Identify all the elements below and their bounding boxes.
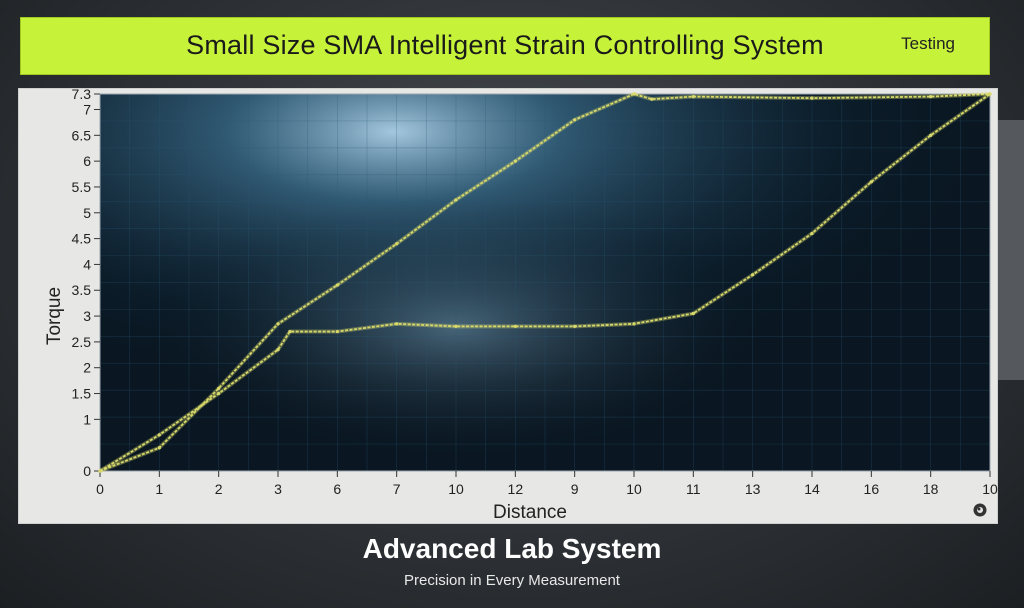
y-tick-label: 6.5 [72,127,92,143]
series-point [573,324,577,328]
y-tick-label: 2.5 [72,334,92,350]
x-tick-label: 12 [508,481,524,497]
x-tick-label: 9 [571,481,579,497]
series-point [276,348,280,352]
y-tick-label: 7 [83,101,91,117]
series-point [395,242,399,246]
footer-title: Advanced Lab System [362,533,662,564]
x-tick-label: 1 [155,481,163,497]
x-tick-label: 2 [215,481,223,497]
y-tick-label: 3.5 [72,282,92,298]
x-axis-label: Distance [493,502,567,523]
series-point [632,92,636,96]
grid-lines [99,93,991,472]
y-tick-label: 3 [83,308,91,324]
y-tick-label: 1 [83,411,91,427]
series-point [988,92,992,96]
x-tick-label: 16 [864,481,880,497]
series-point [573,118,577,122]
x-tick-label: 13 [745,481,761,497]
series-point [650,97,654,101]
series-point [513,324,517,328]
settings-icon[interactable] [973,503,987,517]
x-tick-label: 10 [626,481,642,497]
x-axis: 0 1 2 3 6 7 10 12 9 10 11 13 14 16 18 10 [96,471,998,497]
series-point [869,180,873,184]
y-tick-label: 0 [83,463,91,479]
series-point [810,231,814,236]
title-banner: Small Size SMA Intelligent Strain Contro… [20,17,990,75]
series-point [217,386,221,390]
series-point [632,322,636,326]
y-axis: 0 1 1.5 2 2.5 3 3.5 4 4.5 5 5.5 6 6.5 77.3 [72,86,100,479]
series-point [157,433,161,437]
y-axis-label: Torque [44,287,65,345]
x-tick-label: 14 [804,481,820,497]
series-point [929,94,933,99]
app-title: Small Size SMA Intelligent Strain Contro… [186,30,824,60]
y-tick-label: 2 [83,360,91,376]
x-tick-label: 10 [448,481,464,497]
x-tick-label: 0 [96,481,104,497]
series-point [98,469,102,473]
series-point [513,159,517,163]
y-tick-label: 6 [83,153,91,169]
x-tick-label: 10 [982,481,998,497]
y-tick-label: 4 [83,256,91,272]
plot-glow-lower [100,94,990,471]
series-point [157,446,161,450]
series-group [98,92,992,473]
series-point [217,391,221,396]
y-tick-label: 5 [83,205,91,221]
series-point [276,322,280,326]
series-point [288,329,292,334]
series-point [454,198,458,202]
series-line-2 [99,93,991,472]
x-tick-label: 18 [923,481,939,497]
series-point [929,133,933,137]
series-point [810,96,814,100]
series-point [335,283,339,287]
y-tick-label: 1.5 [72,386,92,402]
x-tick-label: 6 [333,481,341,497]
y-tick-label: 4.5 [72,231,92,247]
series-point [454,324,458,328]
series-point [751,273,755,277]
series-point [395,322,399,326]
x-tick-label: 7 [393,481,401,497]
y-tick-label: 7.3 [72,86,92,102]
series-point [335,329,339,334]
side-strip [998,120,1024,380]
footer-subtitle: Precision in Every Measurement [404,572,620,589]
series-point [691,311,695,316]
plot-border [99,93,991,472]
x-tick-label: 3 [274,481,282,497]
status-label: Testing [901,34,955,53]
series-point [691,94,695,99]
y-tick-label: 5.5 [72,179,92,195]
x-tick-label: 11 [686,481,701,497]
